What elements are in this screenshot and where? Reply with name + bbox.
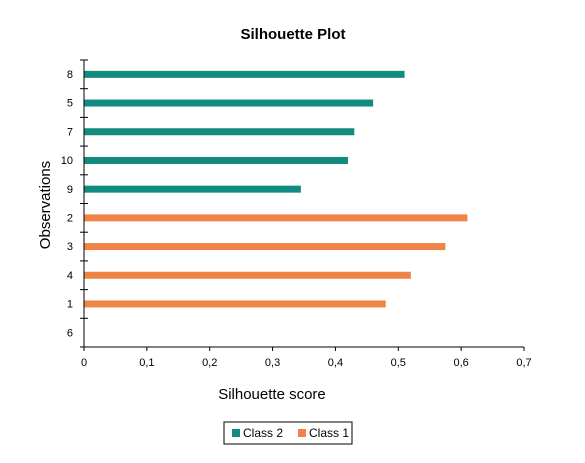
bar-8 [84,70,405,78]
x-tick-label: 0,2 [202,357,217,369]
y-tick-label-4: 4 [67,270,73,282]
y-tick-label-8: 8 [67,69,73,81]
legend-label-class-2: Class 2 [243,426,283,440]
bar-2 [84,214,468,222]
y-tick-label-1: 1 [67,299,73,311]
y-axis-title: Observations [37,161,54,249]
y-tick-label-2: 2 [67,213,73,225]
x-tick-label: 0 [81,357,87,369]
bar-4 [84,271,411,279]
x-tick-label: 0,4 [328,357,343,369]
x-tick-label: 0,7 [516,357,531,369]
bar-9 [84,185,301,193]
bar-1 [84,300,386,308]
legend-swatch-class-1 [298,429,306,437]
plot-area: 8 5 7 10 9 2 3 4 1 6 0 0,1 0,2 0,3 0,4 0,5 0,6 0,7 [61,59,532,369]
legend-swatch-class-2 [232,429,240,437]
legend: Class 2 Class 1 [223,421,353,445]
y-tick-label-6: 6 [67,327,73,339]
bar-5 [84,99,374,107]
y-tick-label-9: 9 [67,184,73,196]
x-tick-label: 0,5 [391,357,406,369]
legend-box [223,421,353,445]
y-tick-label-5: 5 [67,98,73,110]
x-tick-label: 0,6 [453,357,468,369]
bar-10 [84,156,348,164]
x-axis-title: Silhouette score [218,386,326,403]
bar-7 [84,128,355,136]
y-tick-label-7: 7 [67,126,73,138]
x-tick-label: 0,1 [139,357,154,369]
x-tick-label: 0,3 [265,357,280,369]
bar-3 [84,243,446,251]
legend-label-class-1: Class 1 [309,426,349,440]
y-tick-label-10: 10 [61,155,73,167]
y-tick-label-3: 3 [67,241,73,253]
chart-title: Silhouette Plot [241,26,346,43]
